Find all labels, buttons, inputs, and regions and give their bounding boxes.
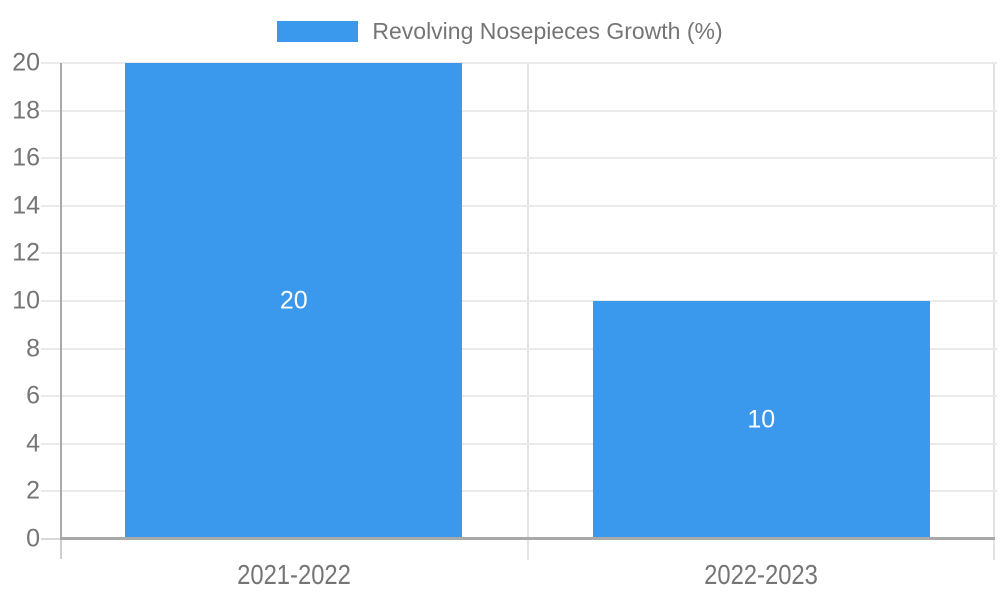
y-tick-label: 10 <box>12 286 40 315</box>
y-tick-label: 12 <box>12 238 40 267</box>
y-tick-label: 16 <box>12 143 40 172</box>
y-tick-label: 4 <box>26 429 40 458</box>
y-tick-label: 14 <box>12 191 40 220</box>
y-tick-label: 20 <box>12 48 40 77</box>
gridline <box>41 157 997 160</box>
plot-area: 20 10 <box>41 62 997 560</box>
y-tick-mark <box>41 538 60 540</box>
x-axis-baseline <box>60 537 995 540</box>
gridline <box>41 490 997 493</box>
plot-right-border <box>993 62 995 560</box>
bar-value-label: 20 <box>279 286 308 315</box>
gridline <box>41 347 997 350</box>
bar-value-label: 10 <box>747 405 776 434</box>
gridline <box>41 300 997 302</box>
bar[interactable]: 20 <box>125 63 463 539</box>
bar[interactable]: 10 <box>592 301 930 539</box>
gridline <box>41 204 997 207</box>
legend: Revolving Nosepieces Growth (%) <box>0 17 1000 45</box>
legend-swatch <box>277 20 359 42</box>
y-axis-line <box>60 63 62 539</box>
gridline <box>41 395 997 398</box>
y-tick-label: 8 <box>26 334 40 363</box>
y-axis-below-tick <box>60 539 62 559</box>
category-divider-line <box>526 62 529 560</box>
y-tick-label: 0 <box>26 524 40 553</box>
legend-label: Revolving Nosepieces Growth (%) <box>372 18 723 44</box>
y-tick-label: 2 <box>26 476 40 505</box>
x-tick-label: 2021-2022 <box>236 559 351 590</box>
x-tick-label: 2022-2023 <box>704 559 819 590</box>
y-tick-label: 18 <box>12 96 40 125</box>
gridline <box>41 252 997 255</box>
gridline <box>41 109 997 112</box>
gridline <box>41 62 997 64</box>
y-tick-label: 6 <box>26 381 40 410</box>
gridline <box>41 442 997 445</box>
